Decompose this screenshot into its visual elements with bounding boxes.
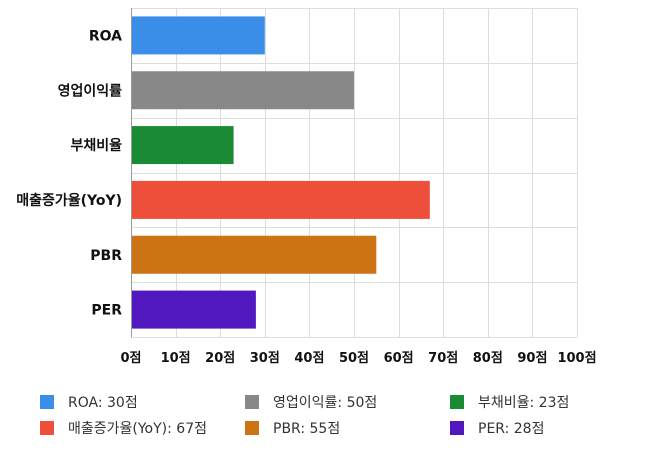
x-tick-label: 20점 [205,351,235,366]
legend-item: PBR: 55점 [245,418,450,437]
x-tick-label: 50점 [339,351,369,366]
category-label: PER [91,303,122,319]
x-tick-label: 0점 [120,351,141,366]
legend-item: 부채비율: 23점 [450,392,640,411]
x-tick-label: 100점 [557,351,596,366]
legend-swatch [40,394,54,409]
legend-item: 매출증가율(YoY): 67점 [40,418,245,437]
bars [132,16,430,329]
legend-label: 부채비율: 23점 [478,394,570,411]
bar-2 [132,126,234,165]
legend-label: ROA: 30점 [68,394,138,411]
legend-swatch [245,420,259,435]
legend-label: PBR: 55점 [273,420,341,437]
legend-item: PER: 28점 [450,418,640,437]
legend-label: 매출증가율(YoY): 67점 [68,420,207,437]
category-label: 부채비율 [70,137,122,154]
legend-swatch [40,420,54,435]
legend-item: 영업이익률: 50점 [245,392,450,411]
grid-lines [131,8,578,338]
legend-item: ROA: 30점 [40,392,245,411]
x-tick-labels: 0점 10점 20점 30점 40점 50점 60점 70점 80점 90점 100점 [120,351,596,366]
legend-label: PER: 28점 [478,420,545,437]
legend-swatch [245,394,259,409]
legend-swatch [450,420,464,435]
category-label: 영업이익률 [58,82,123,99]
x-tick-label: 90점 [517,351,547,366]
category-label: ROA [89,28,122,44]
bar-1 [132,71,354,110]
bar-5 [132,290,256,329]
bar-4 [132,235,377,274]
x-tick-label: 40점 [294,351,324,366]
category-label: PBR [90,248,122,264]
legend-label: 영업이익률: 50점 [273,394,378,411]
bar-3 [132,180,430,219]
x-tick-label: 30점 [250,351,280,366]
category-label: 매출증가율(YoY) [16,192,122,209]
x-tick-label: 70점 [428,351,458,366]
x-tick-label: 80점 [473,351,503,366]
bar-0 [132,16,265,55]
x-tick-label: 10점 [161,351,191,366]
legend-swatch [450,394,464,409]
x-tick-label: 60점 [384,351,414,366]
